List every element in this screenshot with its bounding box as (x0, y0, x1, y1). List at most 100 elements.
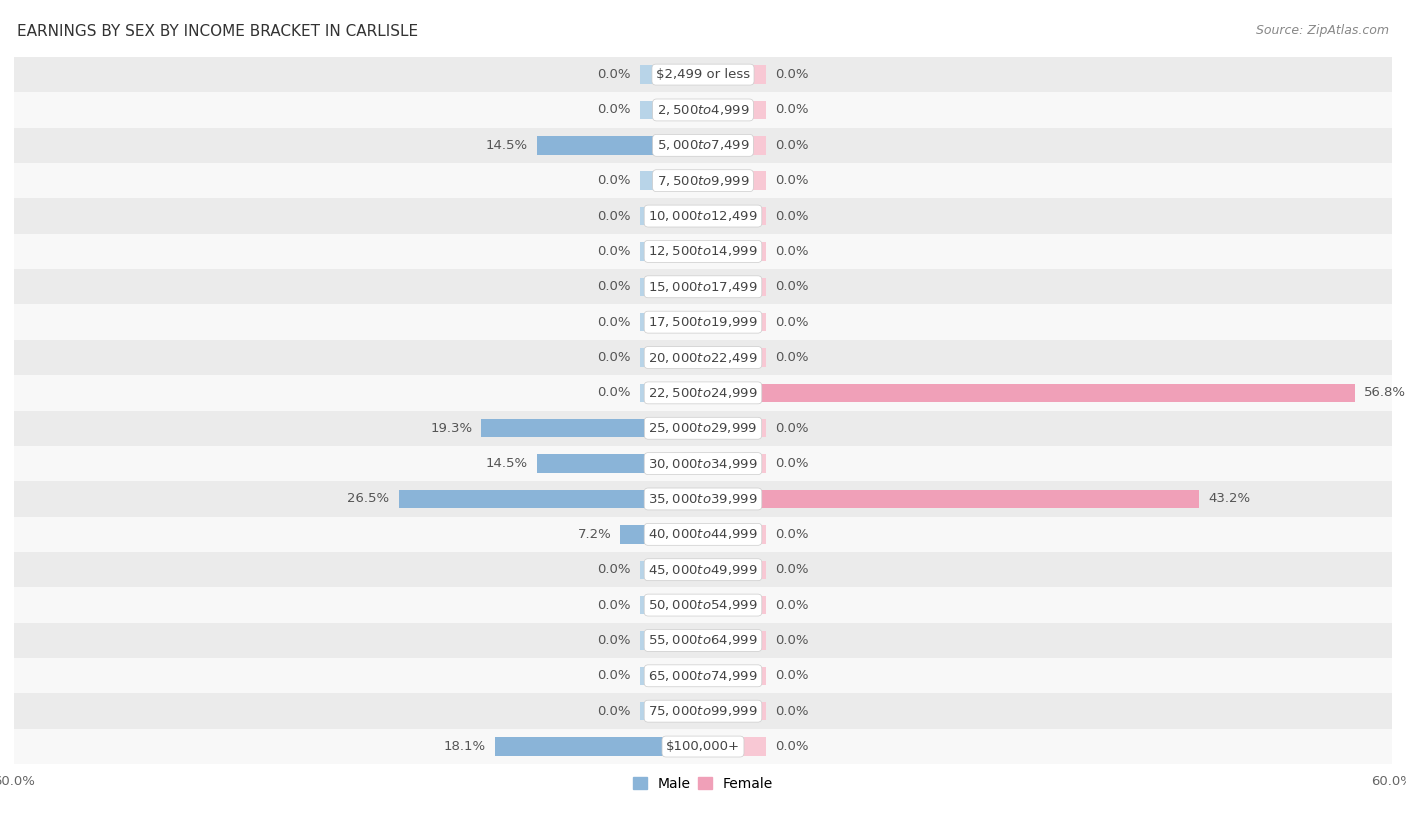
Text: 19.3%: 19.3% (430, 422, 472, 435)
Text: 0.0%: 0.0% (775, 740, 808, 753)
Bar (14, 92, 1392, 128)
Text: $65,000 to $74,999: $65,000 to $74,999 (648, 669, 758, 683)
Text: 0.0%: 0.0% (775, 245, 808, 258)
Text: 0.0%: 0.0% (775, 528, 808, 541)
Text: $15,000 to $17,499: $15,000 to $17,499 (648, 280, 758, 293)
Text: 0.0%: 0.0% (598, 563, 631, 576)
Bar (640, 313, 703, 332)
Text: $2,499 or less: $2,499 or less (657, 68, 749, 81)
Bar (620, 525, 703, 544)
Text: 0.0%: 0.0% (775, 598, 808, 611)
Bar (14, 623, 1392, 659)
Bar (703, 489, 1199, 508)
Text: Source: ZipAtlas.com: Source: ZipAtlas.com (1256, 24, 1389, 37)
Bar (640, 172, 703, 190)
Text: $100,000+: $100,000+ (666, 740, 740, 753)
Text: $22,500 to $24,999: $22,500 to $24,999 (648, 386, 758, 400)
Bar (640, 596, 703, 615)
Bar (399, 489, 703, 508)
Bar (703, 277, 766, 296)
Bar (14, 693, 1392, 729)
Bar (640, 667, 703, 685)
Text: 0.0%: 0.0% (598, 245, 631, 258)
Text: $5,000 to $7,499: $5,000 to $7,499 (657, 138, 749, 152)
Bar (537, 136, 703, 154)
Text: $12,500 to $14,999: $12,500 to $14,999 (648, 245, 758, 259)
Text: 0.0%: 0.0% (775, 315, 808, 328)
Bar (14, 128, 1392, 163)
Bar (703, 631, 766, 650)
Bar (14, 198, 1392, 234)
Text: $2,500 to $4,999: $2,500 to $4,999 (657, 103, 749, 117)
Bar (14, 552, 1392, 587)
Text: 7.2%: 7.2% (578, 528, 612, 541)
Bar (703, 207, 766, 225)
Bar (703, 313, 766, 332)
Text: 0.0%: 0.0% (598, 280, 631, 293)
Text: $25,000 to $29,999: $25,000 to $29,999 (648, 421, 758, 435)
Bar (703, 172, 766, 190)
Bar (640, 702, 703, 720)
Bar (703, 348, 766, 367)
Bar (14, 481, 1392, 517)
Bar (481, 419, 703, 437)
Text: 14.5%: 14.5% (485, 139, 527, 152)
Text: 18.1%: 18.1% (444, 740, 486, 753)
Bar (640, 65, 703, 84)
Text: 0.0%: 0.0% (775, 351, 808, 364)
Text: 0.0%: 0.0% (775, 280, 808, 293)
Text: $55,000 to $64,999: $55,000 to $64,999 (648, 633, 758, 647)
Bar (640, 384, 703, 402)
Bar (703, 454, 766, 473)
Text: $30,000 to $34,999: $30,000 to $34,999 (648, 457, 758, 471)
Bar (703, 702, 766, 720)
Bar (14, 729, 1392, 764)
Bar (703, 384, 1355, 402)
Bar (14, 269, 1392, 304)
Text: 0.0%: 0.0% (598, 705, 631, 718)
Bar (640, 101, 703, 120)
Text: 0.0%: 0.0% (775, 669, 808, 682)
Text: $35,000 to $39,999: $35,000 to $39,999 (648, 492, 758, 506)
Text: 0.0%: 0.0% (598, 669, 631, 682)
Bar (14, 376, 1392, 411)
Text: $20,000 to $22,499: $20,000 to $22,499 (648, 350, 758, 364)
Bar (703, 242, 766, 261)
Text: $50,000 to $54,999: $50,000 to $54,999 (648, 598, 758, 612)
Text: 0.0%: 0.0% (775, 103, 808, 116)
Bar (14, 304, 1392, 340)
Text: 26.5%: 26.5% (347, 493, 389, 506)
Text: 56.8%: 56.8% (1364, 386, 1406, 399)
Bar (537, 454, 703, 473)
Text: 0.0%: 0.0% (775, 634, 808, 647)
Bar (703, 525, 766, 544)
Text: 0.0%: 0.0% (598, 68, 631, 81)
Text: 0.0%: 0.0% (775, 422, 808, 435)
Bar (703, 667, 766, 685)
Text: 0.0%: 0.0% (598, 210, 631, 223)
Bar (14, 587, 1392, 623)
Text: 0.0%: 0.0% (775, 68, 808, 81)
Bar (495, 737, 703, 756)
Bar (14, 163, 1392, 198)
Bar (640, 560, 703, 579)
Bar (703, 596, 766, 615)
Bar (640, 277, 703, 296)
Bar (703, 136, 766, 154)
Bar (703, 65, 766, 84)
Text: 0.0%: 0.0% (775, 174, 808, 187)
Bar (640, 242, 703, 261)
Bar (14, 340, 1392, 375)
Text: $40,000 to $44,999: $40,000 to $44,999 (648, 528, 758, 541)
Bar (703, 737, 766, 756)
Bar (703, 101, 766, 120)
Text: 0.0%: 0.0% (775, 705, 808, 718)
Bar (640, 631, 703, 650)
Text: 0.0%: 0.0% (598, 386, 631, 399)
Bar (14, 57, 1392, 92)
Text: 0.0%: 0.0% (775, 139, 808, 152)
Text: 0.0%: 0.0% (775, 563, 808, 576)
Text: $75,000 to $99,999: $75,000 to $99,999 (648, 704, 758, 718)
Bar (703, 419, 766, 437)
Bar (14, 659, 1392, 693)
